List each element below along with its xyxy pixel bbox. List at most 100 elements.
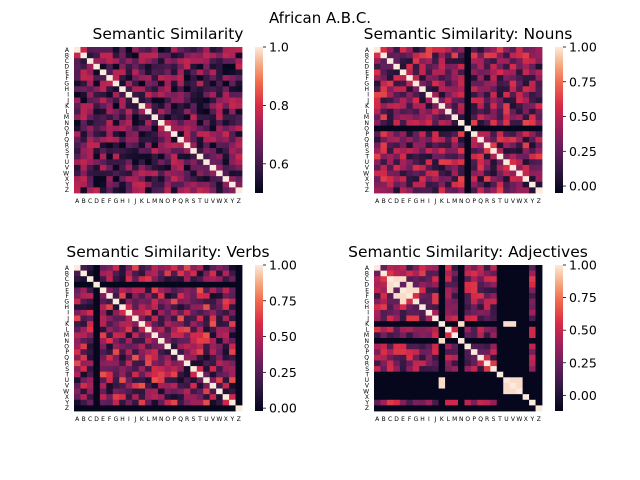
heatmap-cell [132,265,140,272]
heatmap-cell [99,281,107,288]
y-tick-label: F [366,293,370,300]
heatmap-cell [106,91,114,98]
heatmap-cell [445,394,452,401]
heatmap-cell [164,326,172,333]
heatmap-cell [425,276,433,283]
heatmap-cell [470,52,478,59]
heatmap-cell [516,114,524,121]
x-tick-label: L [147,416,151,423]
heatmap-cell [399,58,407,65]
heatmap-cell [164,309,172,316]
heatmap-cell [222,309,230,316]
heatmap-cell [170,343,178,350]
heatmap-cell [138,315,146,322]
heatmap-cell [74,265,81,272]
heatmap-cell [490,354,498,361]
heatmap-cell [190,382,198,389]
heatmap-cell [196,304,204,311]
heatmap-cell [386,86,394,93]
heatmap-cell [209,86,217,93]
heatmap-cell [516,136,524,143]
heatmap-cell [99,120,107,127]
heatmap-cell [229,394,236,401]
heatmap-cell [190,343,198,350]
heatmap-cell [535,103,543,110]
heatmap-cell [464,377,472,384]
heatmap-cell [516,91,524,98]
heatmap-cell [86,58,94,65]
heatmap-cell [490,349,498,356]
heatmap-cell [99,142,107,149]
heatmap-cell [216,159,224,166]
heatmap-cell [125,399,133,406]
heatmap-cell [451,97,459,104]
heatmap-panel-2: Semantic Similarity: NounsAABBCCDDEEFFGG… [363,25,597,205]
heatmap-cell [93,97,101,104]
heatmap-cell [374,159,381,166]
heatmap-cell [535,321,543,328]
heatmap-cell [496,181,504,188]
heatmap-cell [158,366,165,373]
heatmap-cell [406,332,414,339]
heatmap-cell [432,281,440,288]
heatmap-cell [74,170,81,177]
heatmap-cell [445,276,452,283]
heatmap-cell [412,142,420,149]
heatmap-cell [496,276,504,283]
heatmap-cell [170,164,178,171]
heatmap-cell [138,52,146,59]
heatmap-cell [112,69,120,76]
heatmap-cell [216,377,224,384]
heatmap-cell [509,265,517,272]
y-tick-label: C [365,58,369,65]
heatmap-cell [119,338,127,345]
heatmap-cell [80,399,88,406]
heatmap-cell [177,91,185,98]
heatmap-cell [119,405,127,412]
heatmap-cell [399,47,407,54]
heatmap-cell [445,63,452,70]
heatmap-cell [112,91,120,98]
heatmap-cell [445,187,452,194]
heatmap-cell [125,321,133,328]
heatmap-cell [119,131,127,138]
heatmap-cell [535,360,543,367]
heatmap-cell [151,309,159,316]
heatmap-cell [432,97,440,104]
heatmap-cell [438,159,446,166]
heatmap-cell [99,270,107,277]
heatmap-cell [438,91,446,98]
heatmap-cell [138,265,146,272]
heatmap-cell [177,108,185,115]
heatmap-cell [216,80,224,87]
heatmap-cell [496,332,504,339]
heatmap-cell [490,265,498,272]
heatmap-cell [509,405,517,412]
heatmap-cell [183,394,191,401]
y-tick-label: Q [364,355,369,362]
heatmap-cell [464,153,472,160]
heatmap-cell [222,281,230,288]
heatmap-cell [490,148,498,155]
colorbar-tick-label: 0.50 [269,329,297,344]
heatmap-cell [93,159,101,166]
heatmap-cell [419,142,427,149]
heatmap-cell [164,287,172,294]
heatmap-cell [170,86,178,93]
heatmap-cell [119,108,127,115]
heatmap-cell [132,343,140,350]
heatmap-cell [529,187,536,194]
heatmap-cell [203,47,211,54]
heatmap-cell [80,315,88,322]
heatmap-cell [483,120,491,127]
heatmap-cell [216,332,224,339]
heatmap-cell [203,371,211,378]
heatmap-cell [399,159,407,166]
heatmap-cell [138,91,146,98]
heatmap-cell [164,86,172,93]
heatmap-cell [393,265,401,272]
heatmap-cell [425,114,433,121]
heatmap-cell [490,321,498,328]
heatmap-cell [522,164,530,171]
